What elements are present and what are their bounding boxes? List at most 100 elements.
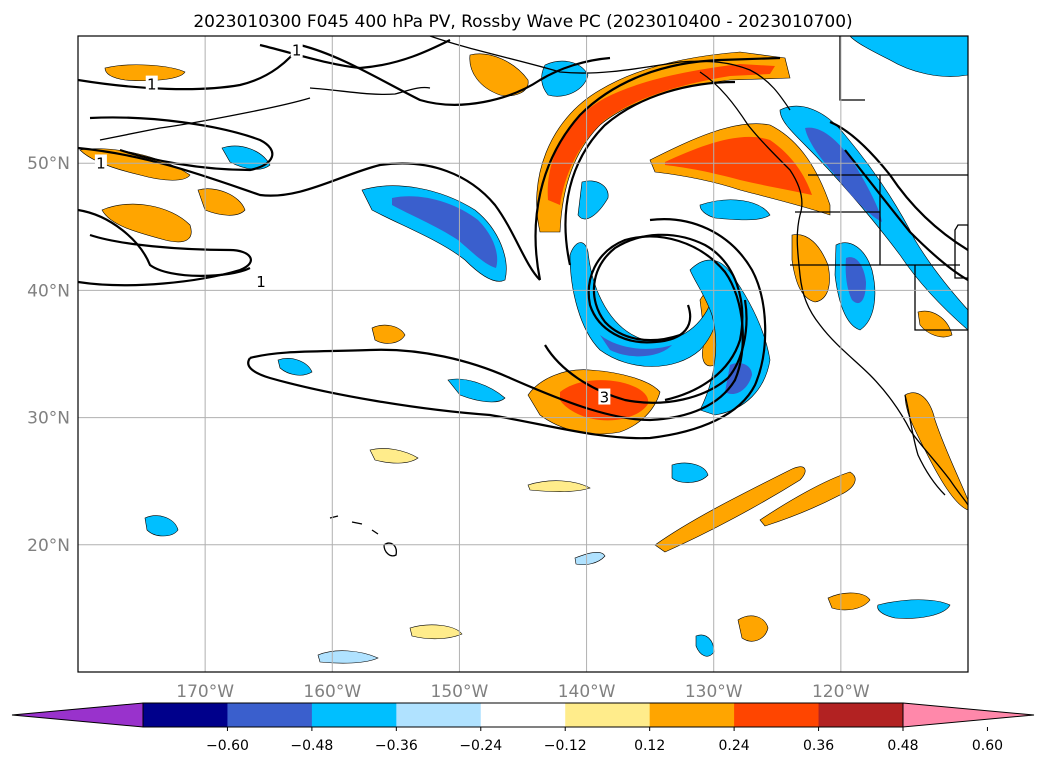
positive-anomaly-west-3 [104,64,186,82]
lat-label-3: 50°N [27,154,70,174]
pv-contour-upper-arc [534,56,781,281]
figure-title: 2023010300 F045 400 hPa PV, Rossby Wave … [193,12,852,32]
positive-anomaly-west-1 [101,203,192,243]
positive-anomaly-small-1 [197,188,246,216]
colorbar-label-0: −0.60 [206,738,249,754]
negative-anomaly-mid-1 [577,180,609,220]
positive-anomaly-small-3 [827,592,871,611]
negative-anomaly-mid-2 [447,378,506,403]
coastline-alaska [429,36,791,111]
pv-contour-3 [544,299,748,404]
colorbar-outline [142,702,904,728]
gridlines [78,36,968,672]
negative-anomaly-central-core [392,196,498,268]
lon-label-1: 160°W [303,682,361,702]
contour-label-bg-3 [255,272,268,289]
positive-anomaly-streak-2 [759,471,856,527]
colorbar-label-5: 0.12 [634,738,665,754]
contour-label-3: 1 [256,273,266,291]
positive-anomaly-streak-1 [654,466,806,553]
border-canada-ne [839,36,865,101]
positive-anomaly-coast-core [665,136,812,195]
pv-contour-ne-2 [844,149,968,281]
pv-contour-big-loop [247,218,767,440]
coastlines [99,36,968,557]
colorbar-segment-0 [143,703,228,727]
negative-anomaly-california-core [845,257,866,304]
coastline-alaska-peninsula [309,86,431,96]
colorbar-label-6: 0.24 [719,738,750,754]
coastline-baja [904,394,946,496]
lat-label-1: 30°N [27,409,70,429]
positive-anomaly-small-5 [369,448,419,464]
coastline-hawaii [329,515,397,557]
colorbar-label-4: −0.12 [544,738,587,754]
positive-anomaly-north [469,53,529,97]
colorbar-segment-8 [818,703,904,727]
longitude-labels: 170°W 160°W 150°W 140°W 130°W 120°W [176,682,870,702]
contour-label-1: 1 [147,76,157,94]
colorbar-label-1: −0.48 [290,738,333,754]
contour-label-bg-1 [145,75,158,92]
contour-label-4: 3 [600,389,610,407]
colorbar-segment-1 [227,703,313,727]
lat-label-2: 40°N [27,281,70,301]
pv-contour-west-3 [78,146,541,281]
pv-contour-spiral-outer [249,235,744,422]
colorbar-segment-6 [649,703,735,727]
positive-anomaly-arc-core [547,64,775,205]
negative-anomaly-sw-2 [671,462,709,483]
pv-contours [78,39,968,440]
lon-label-0: 170°W [176,682,234,702]
negative-anomaly-small-4 [574,552,606,566]
pv-contour-west-2 [78,208,251,277]
lon-label-4: 130°W [685,682,743,702]
pv-contour-labels: 1 1 1 1 3 [94,41,611,407]
negative-anomaly-se-1 [877,599,951,619]
colorbar-extend-high [902,702,1035,728]
negative-anomaly-small-3 [317,650,379,664]
colorbar-segment-2 [311,703,397,727]
colorbar-segment-5 [565,703,651,727]
contour-label-bg-0 [290,41,303,58]
border-small-box [954,224,968,279]
colorbar-label-8: 0.48 [887,738,918,754]
map-frame [77,35,969,673]
negative-anomaly-small-5 [277,358,313,376]
positive-anomaly-small-6 [527,480,591,492]
colorbar-segment-3 [396,703,482,727]
map-panel: 1 1 1 1 3 [77,35,969,673]
lat-label-0: 20°N [27,536,70,556]
contour-label-bg-4 [598,388,611,405]
positive-anomaly-baja [904,392,968,511]
latitude-labels: 20°N 30°N 40°N 50°N [27,154,70,556]
map-content: 1 1 1 1 3 [78,36,968,672]
negative-anomaly-spiral-core [600,335,672,357]
lon-label-2: 150°W [431,682,489,702]
colorbar-segment-4 [480,703,566,727]
lon-label-5: 120°W [812,682,870,702]
colorbar-segment-7 [734,703,820,727]
coastline-bc [699,71,968,506]
pv-contour-west-tongue [78,233,252,287]
colorbar-extend-low [11,702,144,728]
pv-contour-upper-arc-2 [564,80,736,266]
colorbar-label-9: 0.60 [972,738,1003,754]
positive-anomaly-small-7 [409,624,463,640]
pv-contour-nw-1 [78,44,301,91]
negative-anomaly-east-spiral [699,199,771,221]
lon-label-3: 140°W [558,682,616,702]
contour-label-bg-2 [94,154,107,171]
colorbar-label-2: −0.36 [375,738,418,754]
negative-anomaly-sw-1 [144,515,179,537]
colorbar: −0.60 −0.48 −0.36 −0.24 −0.12 0.12 0.24 0.36 0.4… [11,702,1035,754]
pv-contour-spiral-inner [592,233,744,402]
positive-anomaly-small-2 [371,324,406,344]
colorbar-label-3: −0.24 [459,738,502,754]
contour-label-2: 1 [96,154,106,172]
negative-anomaly-ne-corner [849,36,968,77]
colorbar-label-7: 0.36 [803,738,834,754]
contour-label-0: 1 [292,41,302,59]
positive-anomaly-small-4 [737,615,769,642]
